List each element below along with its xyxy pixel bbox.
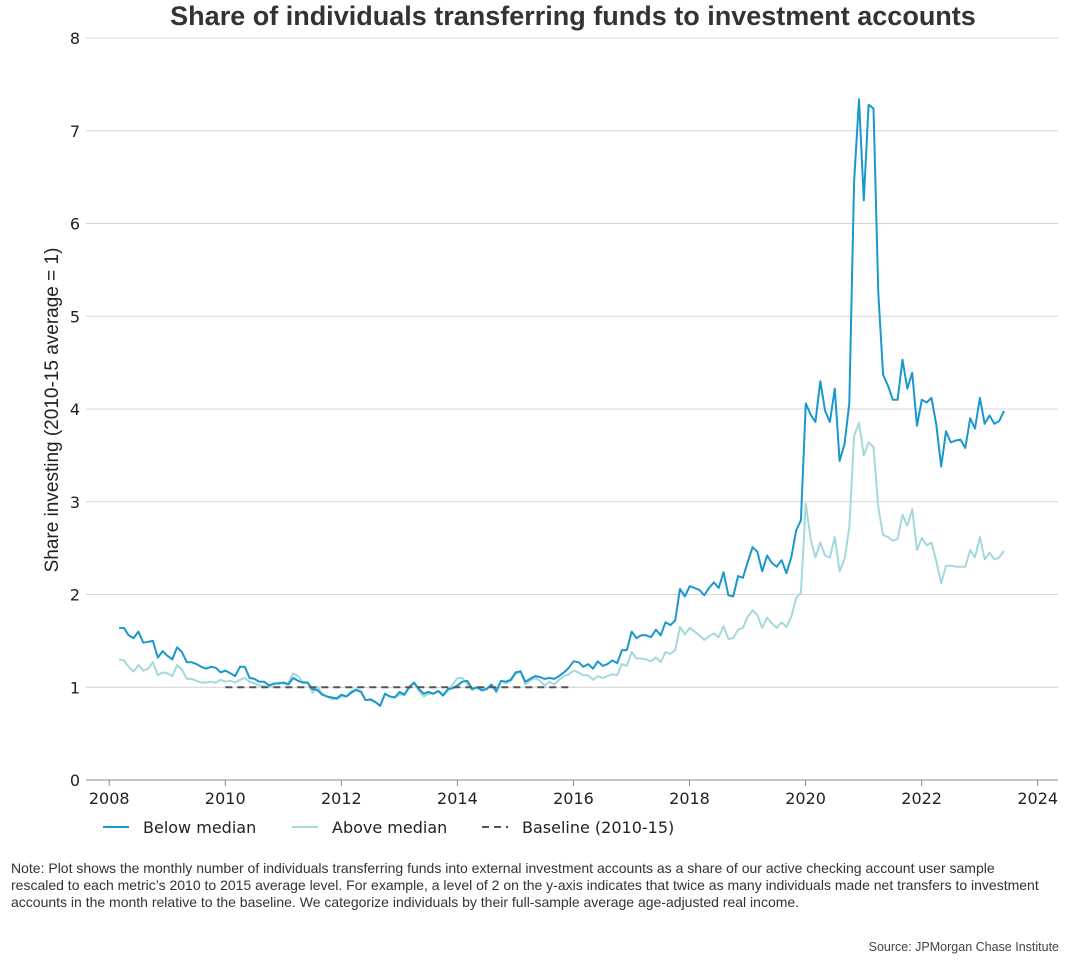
- line-chart: Share of individuals transferring funds …: [42, 1, 1058, 837]
- y-tick-label: 4: [70, 400, 80, 419]
- series-line-below-median: [119, 98, 1005, 707]
- y-tick-label: 7: [70, 122, 80, 141]
- x-tick-label: 2018: [669, 789, 710, 808]
- source-text: Source: JPMorgan Chase Institute: [868, 940, 1059, 954]
- x-tick-label: 2016: [553, 789, 594, 808]
- x-tick-label: 2014: [437, 789, 478, 808]
- y-tick-label: 5: [70, 307, 80, 326]
- legend-label: Baseline (2010-15): [522, 818, 674, 837]
- legend-label: Below median: [143, 818, 256, 837]
- x-tick-label: 2010: [205, 789, 246, 808]
- x-tick-label: 2022: [901, 789, 942, 808]
- x-tick-label: 2024: [1017, 789, 1058, 808]
- y-tick-label: 1: [70, 678, 80, 697]
- y-tick-label: 3: [70, 493, 80, 512]
- y-axis-label: Share investing (2010-15 average = 1): [42, 248, 63, 573]
- legend-label: Above median: [332, 818, 447, 837]
- x-tick-label: 2012: [321, 789, 362, 808]
- x-tick-label: 2020: [785, 789, 826, 808]
- x-tick-label: 2008: [89, 789, 130, 808]
- chart-note: Note: Plot shows the monthly number of i…: [11, 860, 1039, 910]
- y-tick-label: 8: [70, 29, 80, 48]
- series-line-above-median: [118, 421, 1005, 707]
- y-tick-label: 0: [70, 771, 80, 790]
- y-tick-label: 2: [70, 586, 80, 605]
- y-tick-label: 6: [70, 215, 80, 234]
- chart-title: Share of individuals transferring funds …: [170, 1, 976, 31]
